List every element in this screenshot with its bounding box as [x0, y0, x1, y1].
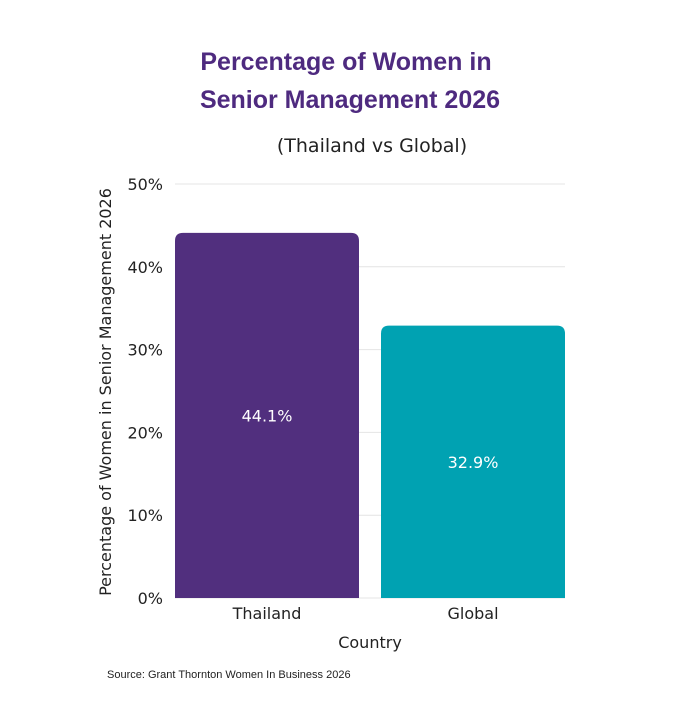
- bars: [175, 232, 565, 599]
- x-axis-categories: Thailand Global: [232, 604, 499, 623]
- x-axis-title: Country: [338, 633, 402, 652]
- y-tick-label: 30%: [127, 341, 163, 360]
- y-tick-label: 10%: [127, 506, 163, 525]
- y-axis-title: Percentage of Women in Senior Management…: [96, 188, 115, 596]
- bar-value-label: 32.9%: [448, 453, 499, 472]
- y-axis-ticks: 0% 10% 20% 30% 40% 50%: [127, 175, 163, 608]
- y-tick-label: 40%: [127, 258, 163, 277]
- bar-value-label: 44.1%: [242, 406, 293, 425]
- x-category-label: Thailand: [232, 604, 302, 623]
- chart-title-line-1: Percentage of Women in: [200, 48, 491, 76]
- y-tick-label: 20%: [127, 423, 163, 442]
- y-tick-label: 50%: [127, 175, 163, 194]
- bar-thailand: [175, 232, 359, 599]
- bar-global: [381, 325, 565, 598]
- chart-title-line-2: Senior Management 2026: [200, 86, 500, 114]
- y-tick-label: 0%: [138, 589, 163, 608]
- chart-subtitle: (Thailand vs Global): [277, 135, 467, 157]
- bar-value-labels: 44.1% 32.9%: [242, 406, 499, 471]
- source-note: Source: Grant Thornton Women In Business…: [107, 669, 351, 681]
- x-category-label: Global: [447, 604, 498, 623]
